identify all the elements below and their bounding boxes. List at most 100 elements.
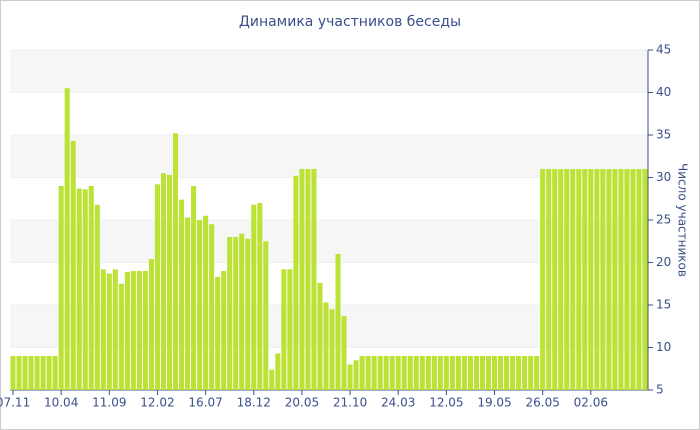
bar bbox=[10, 356, 16, 390]
y-tick-label: 40 bbox=[656, 85, 671, 99]
bar bbox=[419, 356, 425, 390]
bar bbox=[118, 283, 124, 390]
bar bbox=[612, 169, 618, 390]
y-tick-label: 30 bbox=[656, 170, 671, 184]
x-tick-label: 02.06 bbox=[574, 396, 608, 410]
bar bbox=[630, 169, 636, 390]
bar bbox=[317, 282, 323, 390]
bar bbox=[329, 309, 335, 390]
bar bbox=[371, 356, 377, 390]
bar bbox=[359, 356, 365, 390]
bar bbox=[558, 169, 564, 390]
bar bbox=[40, 356, 46, 390]
bar bbox=[209, 224, 215, 390]
x-tick-label: 24.03 bbox=[381, 396, 415, 410]
bar bbox=[546, 169, 552, 390]
bar bbox=[269, 369, 275, 390]
bar bbox=[46, 356, 52, 390]
x-tick-label: 12.05 bbox=[429, 396, 463, 410]
x-tick-label: 10.04 bbox=[44, 396, 78, 410]
bar bbox=[467, 356, 473, 390]
bar bbox=[88, 186, 94, 390]
bar bbox=[179, 199, 185, 390]
bar bbox=[160, 173, 167, 390]
bar bbox=[479, 356, 486, 390]
y-axis-label: Число участников bbox=[676, 163, 690, 277]
bar bbox=[305, 169, 311, 390]
y-tick-label: 35 bbox=[656, 128, 671, 142]
bar bbox=[112, 269, 118, 390]
bar bbox=[263, 241, 269, 390]
bar bbox=[58, 186, 64, 390]
bar bbox=[510, 356, 516, 390]
bar bbox=[311, 169, 317, 390]
bar bbox=[395, 356, 401, 390]
bar bbox=[335, 254, 341, 390]
bar bbox=[522, 356, 528, 390]
bar bbox=[431, 356, 437, 390]
bar bbox=[642, 169, 648, 390]
bar bbox=[76, 188, 82, 390]
bar bbox=[528, 356, 534, 390]
bar bbox=[293, 175, 299, 390]
bar bbox=[227, 237, 233, 390]
bar bbox=[413, 356, 419, 390]
bar bbox=[136, 271, 142, 390]
bar bbox=[323, 302, 329, 390]
bar bbox=[437, 356, 443, 390]
bar bbox=[377, 356, 383, 390]
bar bbox=[142, 271, 148, 390]
bar bbox=[197, 220, 203, 390]
bar bbox=[94, 204, 100, 390]
bar bbox=[148, 259, 154, 390]
bar bbox=[534, 356, 540, 390]
bar bbox=[341, 316, 347, 390]
bar bbox=[275, 353, 281, 390]
chart-title: Динамика участников беседы bbox=[239, 14, 461, 30]
bar bbox=[100, 269, 106, 390]
bar bbox=[130, 271, 136, 390]
bar bbox=[124, 271, 130, 390]
bar bbox=[449, 356, 455, 390]
bar bbox=[606, 169, 612, 390]
bar bbox=[552, 169, 558, 390]
y-tick-label: 10 bbox=[656, 340, 671, 354]
bar bbox=[16, 356, 22, 390]
bar bbox=[251, 204, 257, 390]
bar bbox=[407, 356, 413, 390]
bar bbox=[64, 88, 70, 390]
x-tick-label: 11.09 bbox=[92, 396, 126, 410]
bar bbox=[624, 169, 630, 390]
bar bbox=[365, 356, 371, 390]
bar bbox=[600, 169, 606, 390]
bar bbox=[491, 356, 498, 390]
bar bbox=[498, 356, 504, 390]
y-tick-label: 20 bbox=[656, 255, 671, 269]
bar bbox=[425, 356, 431, 390]
bar bbox=[82, 189, 88, 390]
bar bbox=[636, 169, 642, 390]
bar bbox=[540, 169, 546, 390]
bar bbox=[299, 169, 305, 390]
y-tick-label: 45 bbox=[656, 43, 671, 57]
bar bbox=[455, 356, 461, 390]
bar bbox=[28, 356, 34, 390]
bar bbox=[185, 217, 191, 390]
x-tick-label: 20.05 bbox=[285, 396, 319, 410]
x-tick-label: 19.05 bbox=[477, 396, 511, 410]
bar bbox=[588, 169, 594, 390]
bar bbox=[461, 356, 467, 390]
bar bbox=[239, 233, 245, 390]
bar bbox=[221, 271, 227, 390]
bar bbox=[582, 169, 588, 390]
bar bbox=[564, 169, 570, 390]
bar bbox=[70, 140, 76, 390]
bar bbox=[516, 356, 522, 390]
x-tick-label: 18.12 bbox=[237, 396, 271, 410]
x-tick-label: 07.11 bbox=[0, 396, 30, 410]
y-tick-label: 5 bbox=[656, 383, 664, 397]
x-tick-label: 12.02 bbox=[140, 396, 174, 410]
bar bbox=[576, 169, 582, 390]
bar bbox=[215, 276, 221, 390]
